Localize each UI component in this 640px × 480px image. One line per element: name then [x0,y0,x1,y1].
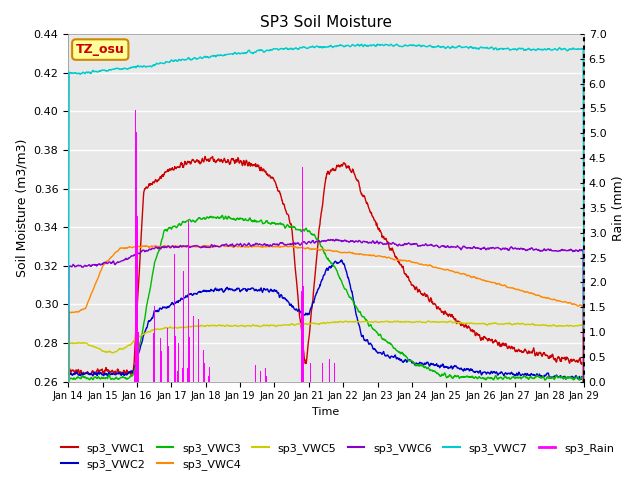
Title: SP3 Soil Moisture: SP3 Soil Moisture [260,15,392,30]
Text: TZ_osu: TZ_osu [76,43,125,56]
X-axis label: Time: Time [312,407,340,417]
Legend: sp3_VWC1, sp3_VWC2, sp3_VWC3, sp3_VWC4, sp3_VWC5, sp3_VWC6, sp3_VWC7, sp3_Rain: sp3_VWC1, sp3_VWC2, sp3_VWC3, sp3_VWC4, … [57,438,619,474]
Y-axis label: Rain (mm): Rain (mm) [612,175,625,240]
Y-axis label: Soil Moisture (m3/m3): Soil Moisture (m3/m3) [15,139,28,277]
